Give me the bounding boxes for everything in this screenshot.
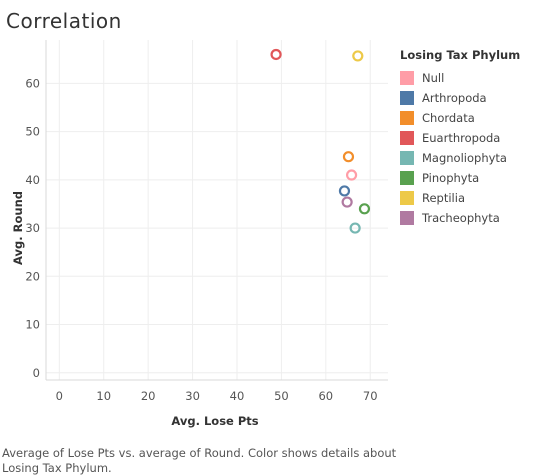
data-point-chordata[interactable]: [342, 151, 355, 163]
scatter-plot[interactable]: 0 10 20 30 40 50 60 0 10 20 30 40 50 60 70 Avg. Lose Pt…: [0, 0, 538, 440]
y-tick-label: 50: [25, 125, 40, 139]
legend-swatch: [400, 171, 414, 185]
legend-swatch: [400, 191, 414, 205]
data-point-euarthropoda[interactable]: [270, 48, 282, 61]
legend-label: Magnoliophyta: [422, 151, 507, 165]
legend-label: Chordata: [422, 111, 475, 125]
data-point-null[interactable]: [345, 169, 358, 181]
x-tick-label: 30: [185, 389, 200, 403]
y-axis-title: Avg. Round: [11, 191, 25, 265]
legend-item-pinophyta[interactable]: Pinophyta: [400, 168, 538, 188]
legend-swatch: [400, 71, 414, 85]
y-tick-label: 30: [25, 221, 40, 235]
legend-label: Reptilia: [422, 191, 465, 205]
legend-item-reptilia[interactable]: Reptilia: [400, 188, 538, 208]
legend-swatch: [400, 211, 414, 225]
chart-caption: Average of Lose Pts vs. average of Round…: [2, 446, 397, 475]
legend-item-magnoliophyta[interactable]: Magnoliophyta: [400, 148, 538, 168]
y-tick-label: 20: [25, 269, 40, 283]
legend-item-arthropoda[interactable]: Arthropoda: [400, 88, 538, 108]
legend-label: Null: [422, 71, 445, 85]
y-tick-label: 0: [33, 366, 40, 380]
y-tick-label: 60: [25, 76, 40, 90]
legend-title: Losing Tax Phylum: [400, 48, 521, 62]
x-tick-label: 20: [141, 389, 156, 403]
x-axis-title: Avg. Lose Pts: [171, 414, 258, 428]
data-point-magnoliophyta[interactable]: [349, 222, 361, 234]
legend-swatch: [400, 131, 414, 145]
legend-label: Pinophyta: [422, 171, 480, 185]
legend-item-tracheophyta[interactable]: Tracheophyta: [400, 208, 538, 228]
y-tick-label: 10: [25, 318, 40, 332]
x-tick-label: 40: [230, 389, 245, 403]
data-point-reptilia[interactable]: [352, 50, 364, 62]
legend-swatch: [400, 111, 414, 125]
legend-item-euarthropoda[interactable]: Euarthropoda: [400, 128, 538, 148]
legend: Losing Tax Phylum Null Arthropoda Chordata…: [400, 48, 538, 228]
legend-items: Null Arthropoda Chordata Euarthropoda Magnol…: [400, 68, 538, 228]
x-tick-label: 70: [363, 389, 378, 403]
legend-item-chordata[interactable]: Chordata: [400, 108, 538, 128]
legend-label: Arthropoda: [422, 91, 487, 105]
legend-label: Tracheophyta: [422, 211, 500, 225]
data-point-arthropoda[interactable]: [338, 185, 351, 197]
chart-title: Correlation: [6, 9, 122, 33]
data-point-pinophyta[interactable]: [358, 203, 371, 215]
x-tick-label: 10: [96, 389, 111, 403]
x-tick-label: 60: [318, 389, 333, 403]
legend-swatch: [400, 151, 414, 165]
x-tick-label: 0: [56, 389, 63, 403]
legend-label: Euarthropoda: [422, 131, 501, 145]
legend-item-null[interactable]: Null: [400, 68, 538, 88]
x-tick-label: 50: [274, 389, 289, 403]
y-tick-label: 40: [25, 173, 40, 187]
legend-swatch: [400, 91, 414, 105]
data-point-tracheophyta[interactable]: [341, 196, 353, 208]
